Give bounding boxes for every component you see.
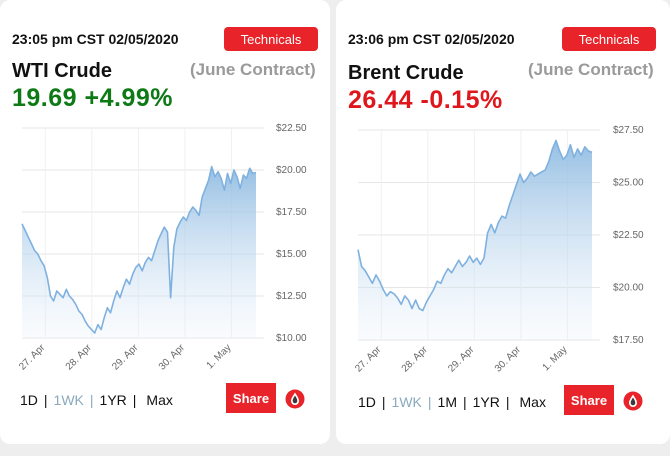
- y-tick-label: $20.00: [613, 283, 644, 294]
- range-max[interactable]: Max: [146, 392, 173, 408]
- range-1wk[interactable]: 1WK: [391, 394, 422, 410]
- y-tick-label: $17.50: [613, 335, 644, 346]
- range-separator: |: [132, 392, 137, 408]
- share-button[interactable]: Share: [564, 385, 614, 415]
- y-tick-label: $15.00: [276, 249, 307, 260]
- price-line: [357, 139, 593, 312]
- y-tick-label: $25.00: [613, 178, 644, 189]
- x-tick-label: 1. May: [541, 344, 570, 373]
- wti-crude-card: 23:05 pm CST 02/05/2020 Technicals WTI C…: [0, 0, 330, 444]
- oil-drop-icon[interactable]: [285, 389, 305, 409]
- x-tick-label: 28. Apr: [64, 342, 95, 373]
- x-tick-label: 29. Apr: [110, 342, 141, 373]
- price-area: [22, 166, 256, 338]
- x-tick-label: 27. Apr: [17, 342, 48, 373]
- range-1m[interactable]: 1M: [437, 394, 457, 410]
- contract-label: (June Contract): [190, 60, 316, 79]
- range-1wk[interactable]: 1WK: [53, 392, 84, 408]
- range-1d[interactable]: 1D: [20, 392, 38, 408]
- y-tick-label: $27.50: [613, 125, 644, 136]
- x-tick-label: 27. Apr: [353, 344, 384, 375]
- price-change: 19.69 +4.99%: [12, 84, 173, 112]
- y-tick-label: $17.50: [276, 207, 307, 218]
- y-tick-label: $22.50: [276, 123, 307, 134]
- price-chart[interactable]: $17.50 $20.00 $22.50 $25.00 $27.50 27. Apr 28.…: [336, 120, 670, 380]
- range-separator: |: [43, 392, 48, 408]
- timestamp: 23:06 pm CST 02/05/2020: [348, 31, 515, 47]
- range-separator: |: [427, 394, 432, 410]
- y-tick-label: $10.00: [276, 333, 307, 344]
- range-separator: |: [89, 392, 94, 408]
- price-chart[interactable]: $10.00 $12.50 $15.00 $17.50 $20.00 $22.50 27. …: [0, 120, 330, 380]
- range-1yr[interactable]: 1YR: [99, 392, 127, 408]
- range-1yr[interactable]: 1YR: [472, 394, 500, 410]
- x-tick-label: 28. Apr: [400, 344, 431, 375]
- y-tick-label: $12.50: [276, 291, 307, 302]
- range-1d[interactable]: 1D: [358, 394, 376, 410]
- range-separator: |: [462, 394, 467, 410]
- commodity-name: Brent Crude: [348, 62, 464, 84]
- range-max[interactable]: Max: [519, 394, 546, 410]
- technicals-button[interactable]: Technicals: [224, 27, 318, 51]
- commodity-name: WTI Crude: [12, 60, 112, 82]
- share-button[interactable]: Share: [226, 383, 276, 413]
- y-tick-label: $20.00: [276, 165, 307, 176]
- range-selector: 1D | 1WK | 1YR | Max: [20, 392, 179, 408]
- oil-drop-icon[interactable]: [623, 391, 643, 411]
- range-separator: |: [505, 394, 510, 410]
- x-tick-label: 30. Apr: [157, 342, 188, 373]
- timestamp: 23:05 pm CST 02/05/2020: [12, 31, 179, 47]
- price-change: 26.44 -0.15%: [348, 86, 503, 114]
- technicals-button[interactable]: Technicals: [562, 27, 656, 51]
- range-separator: |: [381, 394, 386, 410]
- range-selector: 1D | 1WK | 1M | 1YR | Max: [358, 394, 552, 410]
- x-tick-label: 29. Apr: [446, 344, 477, 375]
- y-tick-label: $22.50: [613, 230, 644, 241]
- contract-label: (June Contract): [528, 60, 654, 79]
- price-line: [21, 165, 257, 334]
- brent-crude-card: 23:06 pm CST 02/05/2020 Technicals Brent…: [336, 0, 670, 444]
- x-tick-label: 30. Apr: [493, 344, 524, 375]
- x-tick-label: 1. May: [205, 342, 234, 371]
- price-area: [358, 140, 592, 340]
